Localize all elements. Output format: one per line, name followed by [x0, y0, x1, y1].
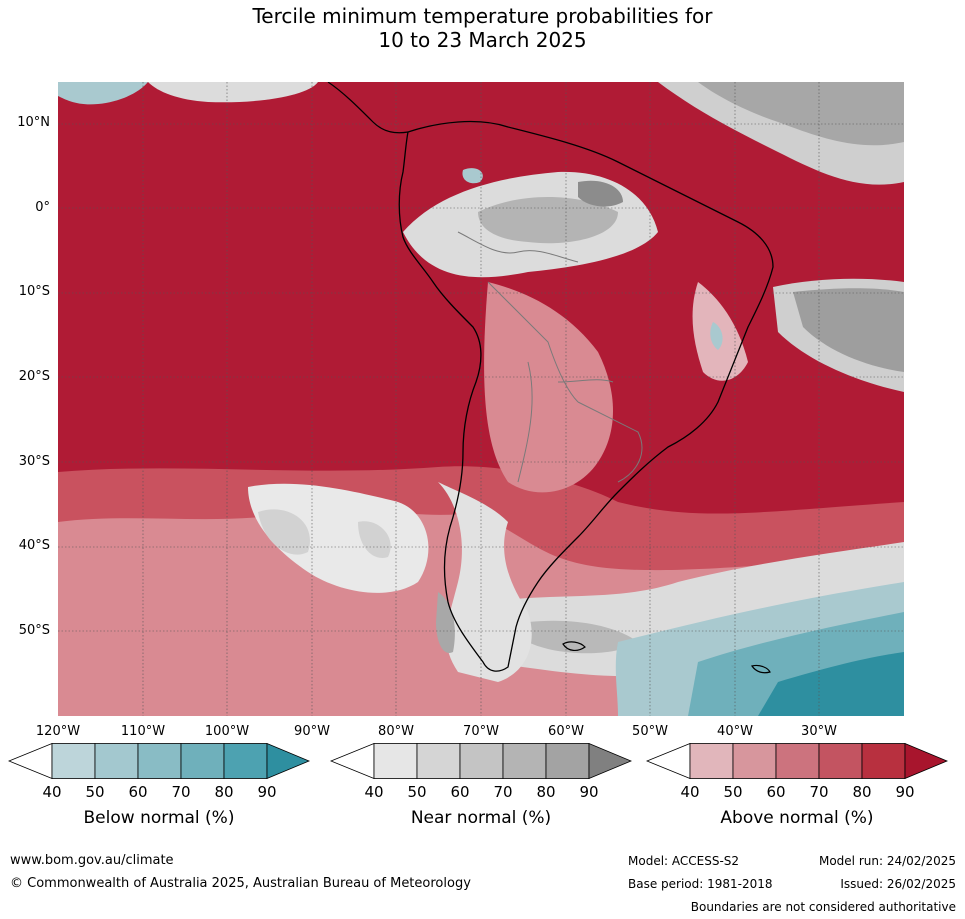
above-colorbar-segment-4 [861, 743, 906, 779]
lon-label-100w: 100°W [204, 724, 250, 739]
below-colorbar-segment-1 [94, 743, 139, 779]
near-colorbar-segment-4 [545, 743, 590, 779]
region-se-atlantic-grey [793, 288, 904, 372]
map-gridlines [58, 82, 904, 716]
copyright-text: © Commonwealth of Australia 2025, Austra… [10, 876, 471, 891]
below-colorbar-segment-3 [180, 743, 225, 779]
lon-label-50w: 50°W [632, 724, 668, 739]
above-tick-60: 60 [766, 783, 786, 801]
below-colorbar-segment-2 [137, 743, 182, 779]
colorbar-above [646, 743, 948, 779]
above-colorbar-segment-1 [732, 743, 777, 779]
region-south-atlantic-grey [528, 620, 638, 654]
lon-label-80w: 80°W [378, 724, 414, 739]
region-amazon-grey [478, 197, 618, 244]
below-tick-90: 90 [257, 783, 277, 801]
region-below-normal-strong [758, 652, 904, 716]
near-colorbar-segment-0 [373, 743, 418, 779]
region-andes-below [462, 168, 483, 184]
near-tick-60: 60 [450, 783, 470, 801]
south-america-coastline [398, 120, 774, 672]
above-normal-label: Above normal (%) [720, 808, 874, 828]
boundaries-disclaimer: Boundaries are not considered authoritat… [690, 900, 956, 914]
lat-label-10s: 10°S [18, 284, 50, 299]
issued-date: Issued: 26/02/2025 [840, 877, 956, 891]
below-colorbar-segment-0 [51, 743, 96, 779]
region-south-white-band [248, 483, 429, 593]
colorbar-near [330, 743, 632, 779]
colorbar-below [8, 743, 310, 779]
region-northwest-near [148, 82, 318, 103]
lat-label-0: 0° [35, 200, 50, 215]
lon-label-120w: 120°W [35, 724, 81, 739]
above-colorbar-segment-3 [818, 743, 863, 779]
region-brazil-below [710, 322, 723, 350]
above-tick-70: 70 [809, 783, 829, 801]
below-colorbar-high-extend [266, 743, 310, 779]
near-tick-40: 40 [364, 783, 384, 801]
above-colorbar-low-extend [646, 743, 691, 779]
lat-label-20s: 20°S [18, 369, 50, 384]
south-georgia [751, 664, 771, 674]
near-normal-label: Near normal (%) [410, 808, 552, 828]
below-tick-80: 80 [214, 783, 234, 801]
near-colorbar-low-extend [330, 743, 375, 779]
below-tick-50: 50 [85, 783, 105, 801]
near-tick-90: 90 [579, 783, 599, 801]
below-normal-label: Below normal (%) [83, 808, 235, 828]
lat-label-10n: 10°N [17, 115, 50, 130]
below-colorbar-segment-4 [223, 743, 268, 779]
lat-label-40s: 40°S [18, 538, 50, 553]
below-tick-70: 70 [171, 783, 191, 801]
near-tick-80: 80 [536, 783, 556, 801]
region-equatorial-atlantic-grey [698, 82, 904, 146]
map-title-line2: 10 to 23 March 2025 [378, 28, 587, 52]
below-tick-60: 60 [128, 783, 148, 801]
near-colorbar-segment-2 [459, 743, 504, 779]
model-run-date: Model run: 24/02/2025 [818, 854, 956, 868]
lon-label-40w: 40°W [717, 724, 753, 739]
website-link[interactable]: www.bom.gov.au/climate [10, 853, 174, 868]
near-colorbar-segment-3 [502, 743, 547, 779]
above-tick-80: 80 [852, 783, 872, 801]
region-northwest-below [58, 82, 148, 105]
lon-label-70w: 70°W [463, 724, 499, 739]
above-tick-40: 40 [680, 783, 700, 801]
lat-label-30s: 30°S [18, 454, 50, 469]
lon-label-60w: 60°W [548, 724, 584, 739]
map-title-line1: Tercile minimum temperature probabilitie… [252, 4, 713, 28]
below-colorbar-low-extend [8, 743, 53, 779]
near-colorbar-segment-1 [416, 743, 461, 779]
region-southwest-pink [58, 559, 358, 716]
lon-label-110w: 110°W [120, 724, 166, 739]
below-tick-40: 40 [42, 783, 62, 801]
country-borders [457, 231, 643, 483]
region-amazon-dark [578, 180, 623, 207]
base-period: Base period: 1981-2018 [628, 877, 773, 891]
map-title: Tercile minimum temperature probabilitie… [0, 4, 965, 52]
region-interior-pink [484, 282, 613, 493]
above-tick-90: 90 [895, 783, 915, 801]
above-colorbar-segment-0 [689, 743, 734, 779]
above-colorbar-segment-2 [775, 743, 820, 779]
lat-label-50s: 50°S [18, 623, 50, 638]
near-colorbar-high-extend [588, 743, 632, 779]
lon-label-30w: 30°W [801, 724, 837, 739]
near-tick-50: 50 [407, 783, 427, 801]
near-tick-70: 70 [493, 783, 513, 801]
region-south-grey-patches [258, 509, 391, 558]
above-colorbar-high-extend [904, 743, 948, 779]
above-tick-50: 50 [723, 783, 743, 801]
probability-map [58, 82, 904, 716]
region-patagonia-grey [436, 592, 455, 653]
central-america-coastline [327, 82, 409, 134]
model-name: Model: ACCESS-S2 [628, 854, 740, 868]
falklands [562, 641, 586, 651]
lon-label-90w: 90°W [294, 724, 330, 739]
